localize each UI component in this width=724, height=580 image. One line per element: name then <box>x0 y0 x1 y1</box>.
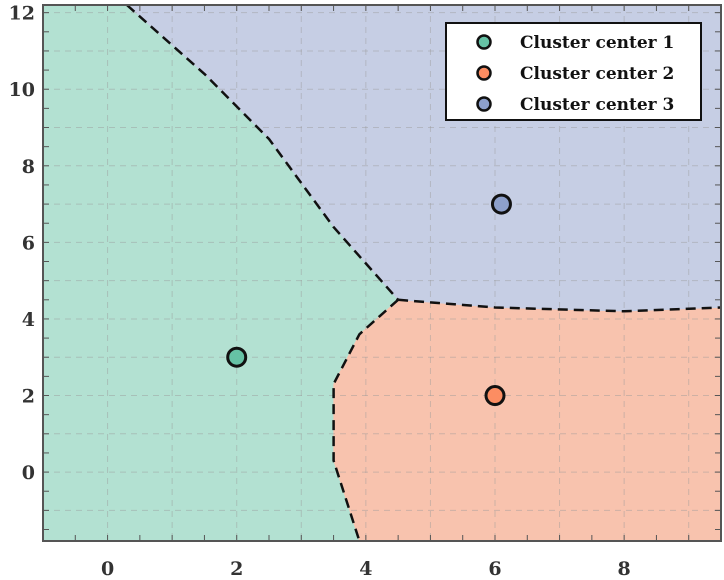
x-tick-label: 4 <box>359 558 372 580</box>
x-tick-label: 8 <box>618 558 631 580</box>
x-tick-label: 0 <box>101 558 114 580</box>
axis-ticks <box>42 5 722 541</box>
legend-label-1: Cluster center 1 <box>520 33 674 53</box>
legend-label-3: Cluster center 3 <box>520 95 674 115</box>
decision-boundaries <box>126 4 722 542</box>
legend-marker-2 <box>476 65 492 81</box>
y-tick-label: 12 <box>9 3 35 25</box>
legend-marker-3 <box>476 96 492 112</box>
x-tick-label: 2 <box>230 558 243 580</box>
legend-label-2: Cluster center 2 <box>520 64 674 84</box>
cluster-center-3-point <box>490 193 512 215</box>
y-tick-label: 0 <box>22 462 35 484</box>
y-tick-label: 6 <box>22 232 35 254</box>
plot-frame <box>42 4 722 542</box>
legend: Cluster center 1 Cluster center 2 Cluster … <box>445 22 702 121</box>
cluster-center-1-point <box>226 346 248 368</box>
x-tick-labels: 0 2 4 6 8 <box>101 558 631 580</box>
boundary-1-2 <box>332 298 399 542</box>
cluster-centers <box>226 193 512 407</box>
y-tick-label: 4 <box>22 309 35 331</box>
x-tick-label: 6 <box>488 558 501 580</box>
legend-marker-1 <box>476 34 492 50</box>
cluster-center-2-point <box>484 385 506 407</box>
boundary-1-3 <box>126 4 400 301</box>
boundary-2-3 <box>398 298 722 313</box>
y-tick-label: 10 <box>9 79 35 101</box>
region-cluster-2 <box>333 299 722 542</box>
y-tick-label: 2 <box>22 386 35 408</box>
y-tick-labels: 0 2 4 6 8 10 12 <box>9 3 35 484</box>
y-tick-label: 8 <box>22 156 35 178</box>
